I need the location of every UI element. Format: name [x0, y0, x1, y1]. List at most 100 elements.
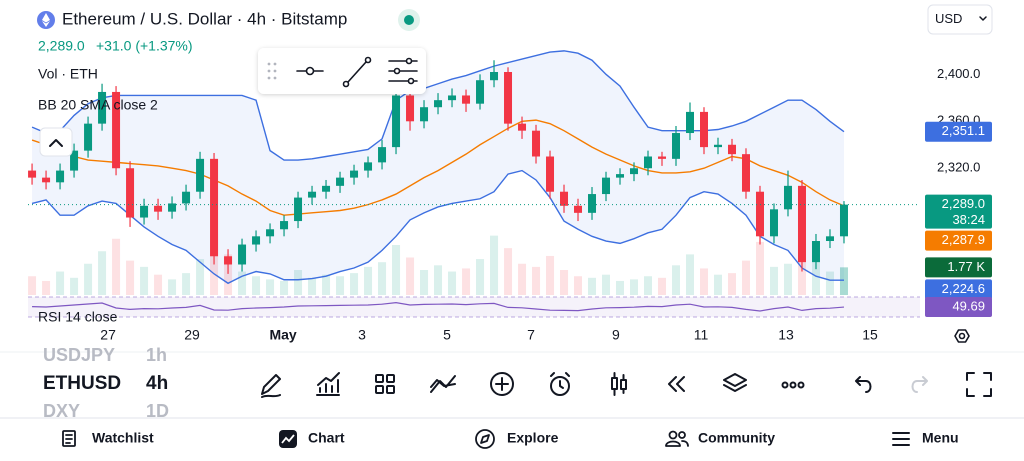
volume-bar: [392, 245, 401, 295]
drag-handle[interactable]: [267, 62, 277, 80]
candle-body: [322, 185, 331, 192]
interval-option[interactable]: 1h: [146, 345, 167, 365]
candle-body: [658, 156, 667, 159]
candle-body: [462, 95, 471, 104]
volume-bar: [308, 277, 317, 295]
volume-bar: [448, 271, 457, 295]
symbol-title[interactable]: Ethereum / U.S. Dollar · 4h · Bitstamp: [62, 9, 347, 28]
bb-middle-line: [31, 119, 845, 216]
volume-bar: [727, 273, 736, 295]
draw-tool[interactable]: [261, 374, 281, 398]
collapse-icon: [49, 139, 63, 147]
indicator-legend[interactable]: RSI 14 close: [38, 309, 118, 325]
nav-item[interactable]: Explore: [507, 430, 559, 446]
chart-type-tool[interactable]: [611, 372, 627, 396]
volume-bar: [84, 263, 93, 295]
fullscreen-button[interactable]: [966, 372, 992, 397]
undo-button[interactable]: [855, 376, 872, 393]
volume-bar: [504, 248, 513, 295]
x-tick-label: 13: [778, 327, 794, 343]
layers-tool[interactable]: [723, 373, 747, 392]
candle-body: [699, 111, 708, 148]
layout-tool[interactable]: [375, 374, 395, 394]
candle-body: [126, 168, 135, 218]
volume-bar: [532, 266, 541, 295]
candle-body: [98, 91, 107, 124]
nav-item[interactable]: Community: [698, 430, 775, 446]
volume-bar: [434, 265, 443, 295]
candle-body: [490, 71, 499, 81]
candle-body: [616, 174, 625, 178]
candle-body: [546, 156, 555, 192]
candle-body: [182, 191, 191, 204]
nav-item[interactable]: Menu: [922, 430, 959, 446]
candle-body: [476, 80, 485, 104]
axis-settings[interactable]: [954, 329, 970, 343]
volume-bar: [490, 235, 499, 295]
replay-tool[interactable]: [668, 376, 685, 392]
candle-body: [392, 95, 401, 148]
candle-body: [560, 191, 569, 206]
candle-body: [84, 123, 93, 151]
currency-select[interactable]: [927, 4, 993, 35]
symbol-option[interactable]: USDJPY: [43, 345, 115, 365]
community-icon: [665, 430, 689, 447]
volume-bar: [266, 279, 275, 295]
volume-bar: [755, 241, 764, 295]
candle-body: [504, 71, 513, 124]
x-tick-label: 29: [184, 327, 200, 343]
candle-body: [602, 177, 611, 195]
volume-bar: [741, 260, 750, 295]
x-tick-label: 5: [443, 327, 451, 343]
candle-body: [238, 244, 247, 265]
price-label: 2,351.1: [942, 123, 985, 138]
interval-option[interactable]: 1D: [146, 401, 169, 421]
x-tick-label: 27: [100, 327, 116, 343]
candle-body: [839, 204, 848, 237]
candle-body: [364, 162, 373, 171]
price-label: 49.69: [952, 298, 985, 313]
symbol-option[interactable]: DXY: [43, 401, 80, 421]
volume-bar: [112, 238, 121, 295]
x-tick-label: 3: [358, 327, 366, 343]
candle-body: [630, 168, 639, 175]
more-tool[interactable]: [781, 381, 805, 389]
indicators-tool[interactable]: [316, 372, 340, 396]
nav-item[interactable]: Chart: [308, 430, 345, 446]
alert-tool[interactable]: [550, 372, 570, 396]
settings-tool[interactable]: [388, 57, 418, 85]
symbol-current[interactable]: ETHUSD: [43, 373, 121, 394]
candle-body: [644, 156, 653, 169]
candle-body: [574, 205, 583, 213]
trend-line-tool[interactable]: [342, 56, 372, 88]
interval-current[interactable]: 4h: [146, 373, 168, 394]
indicator-legend[interactable]: Vol · ETH: [38, 66, 98, 82]
add-tool[interactable]: [490, 372, 514, 396]
volume-bar: [518, 263, 527, 295]
candle-body: [672, 133, 681, 159]
nav-item[interactable]: Watchlist: [92, 430, 154, 446]
candle-body: [797, 185, 806, 263]
candle-body: [280, 221, 289, 230]
redo-button[interactable]: [911, 376, 928, 393]
volume-bar: [322, 274, 331, 295]
rsi-line: [32, 301, 845, 312]
candle-body: [168, 203, 177, 212]
horizontal-line-tool[interactable]: [296, 66, 324, 76]
bb-lower-line: [31, 169, 844, 285]
volume-bar: [783, 263, 792, 295]
collapse-button[interactable]: [39, 127, 73, 157]
candle-body: [686, 111, 695, 134]
volume-bar: [699, 268, 708, 295]
candle-body: [588, 194, 597, 213]
candle-body: [811, 241, 820, 263]
compare-tool[interactable]: [430, 375, 456, 393]
indicator-legend[interactable]: BB 20 SMA close 2: [38, 97, 158, 113]
candle-body: [741, 154, 750, 192]
candle-body: [420, 107, 429, 122]
volume-bar: [658, 277, 667, 295]
volume-bar: [28, 276, 37, 295]
volume-bar: [336, 276, 345, 295]
